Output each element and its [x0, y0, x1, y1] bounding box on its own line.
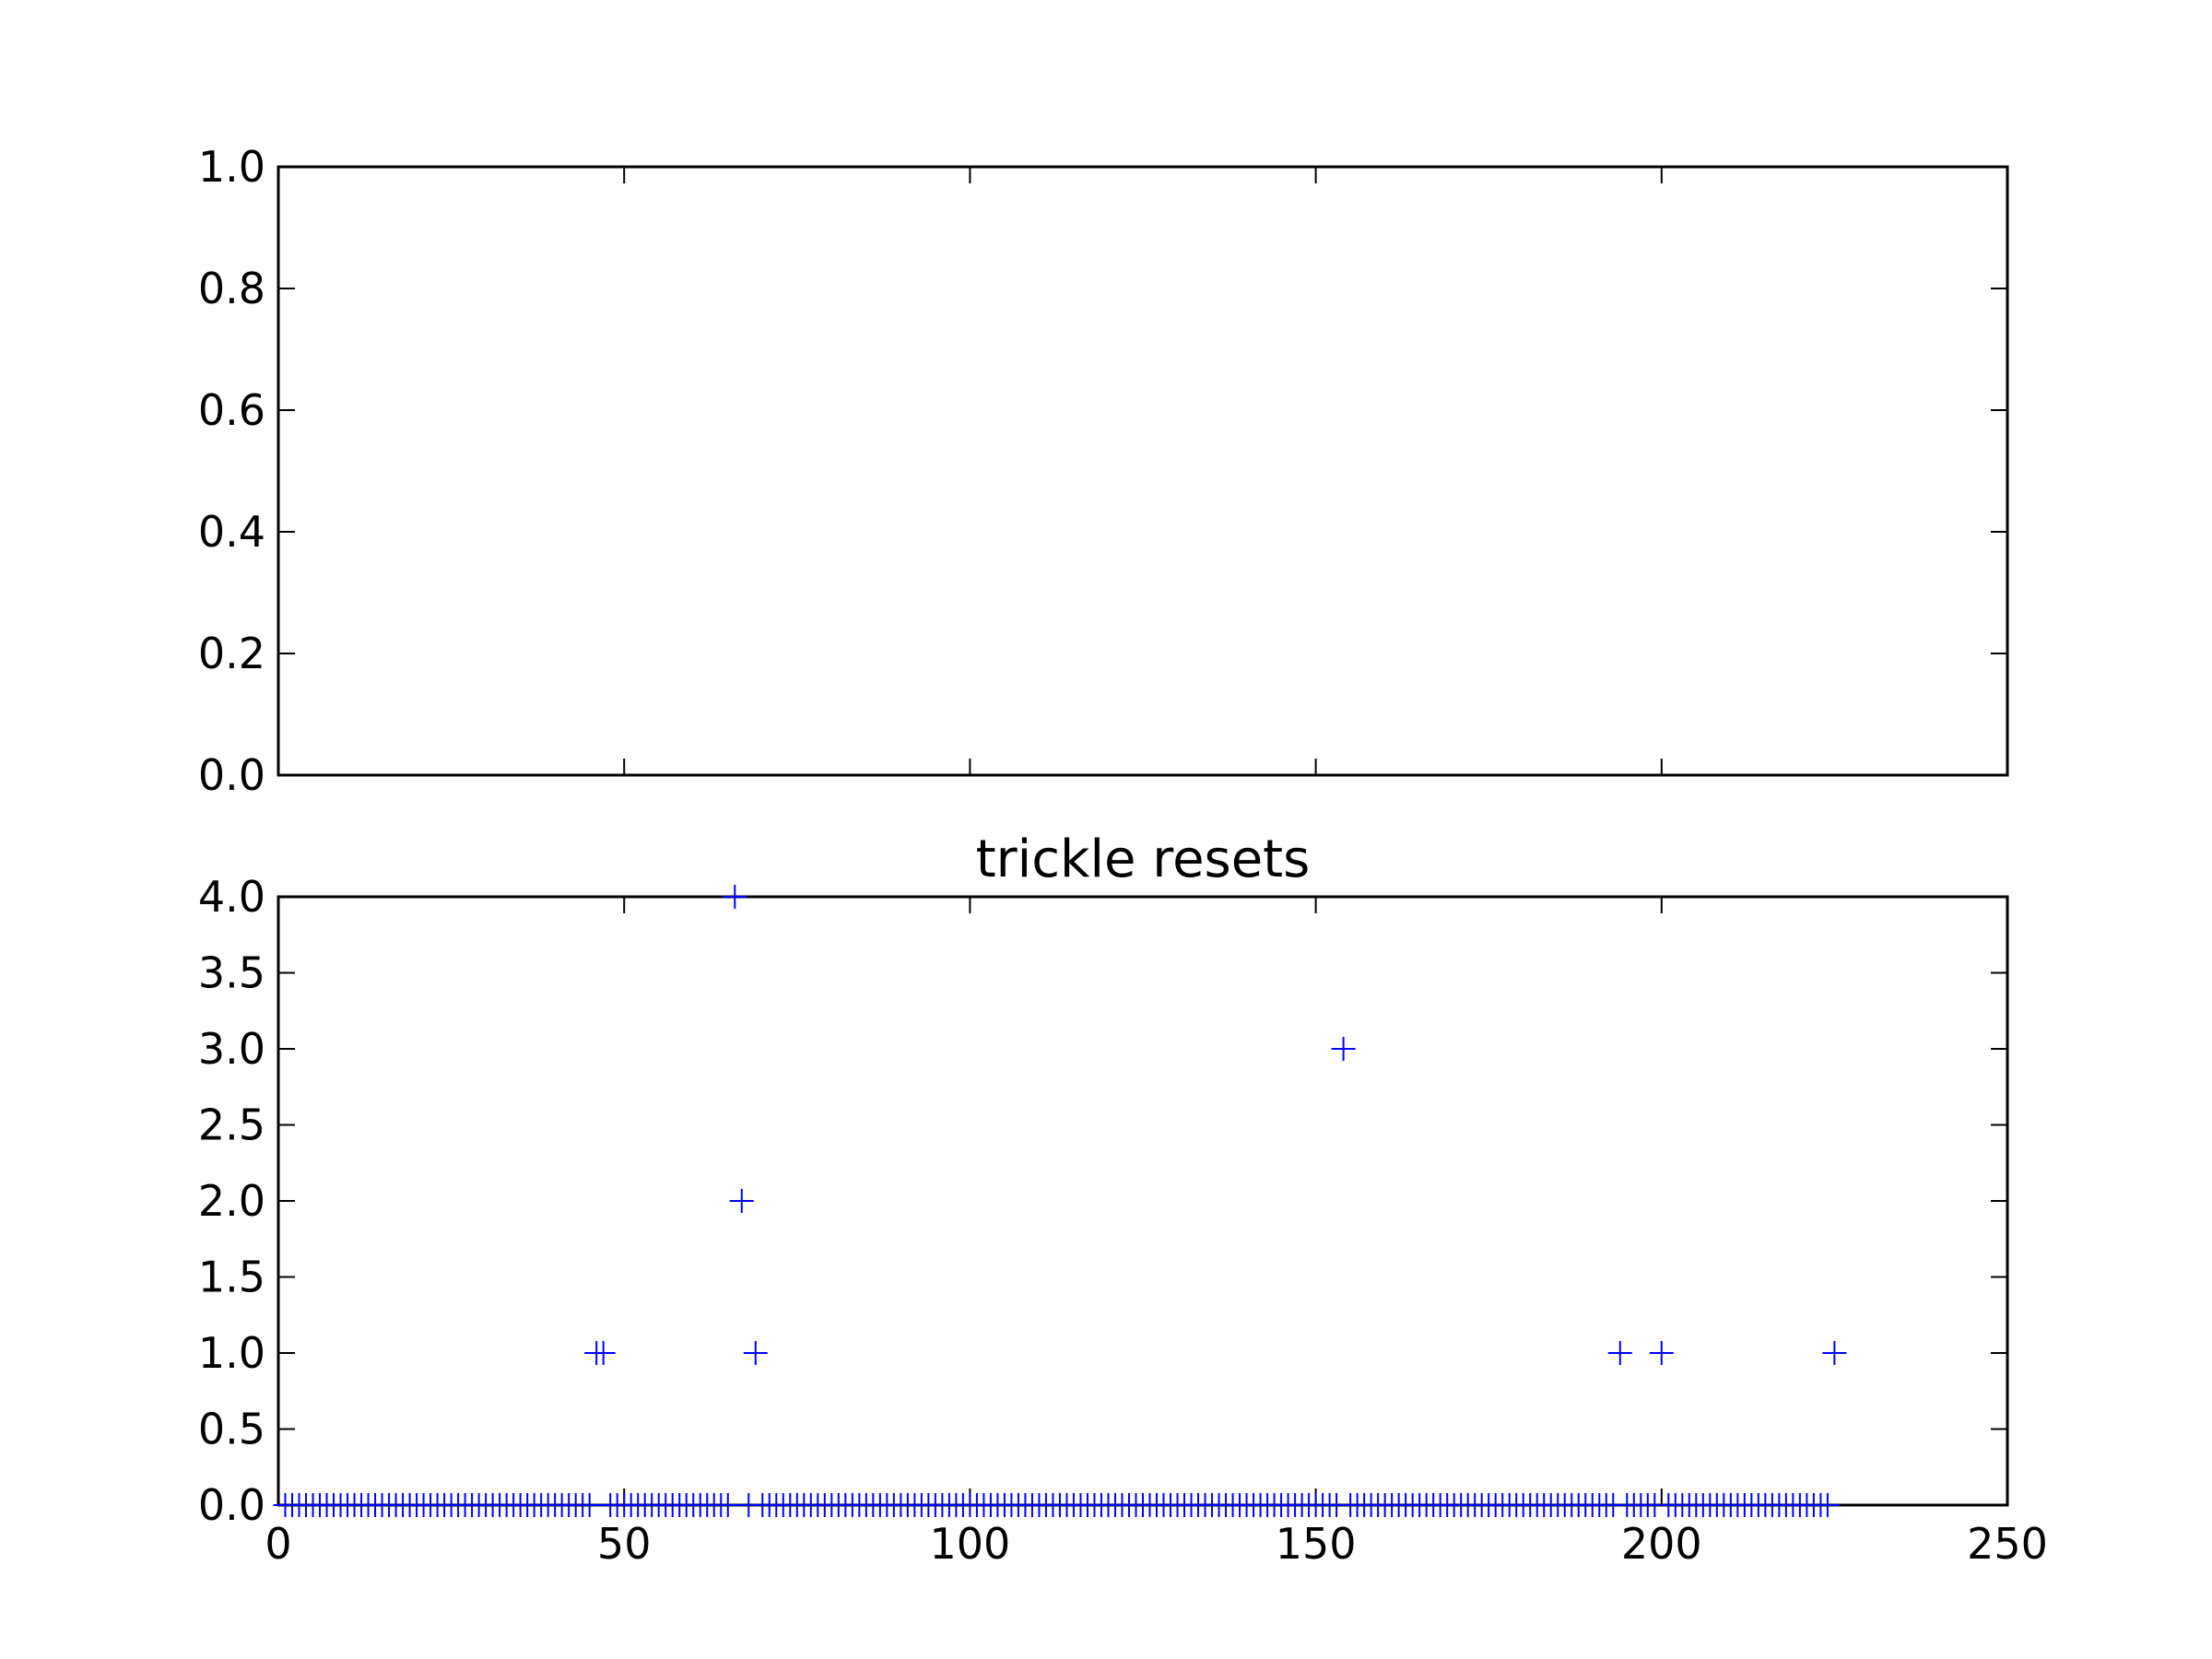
top-axes: 0.0 0.2 0.4 0.6 0.8 1.0	[198, 142, 2009, 800]
bottom-axes-xtick-label: 50	[597, 1519, 652, 1569]
bottom-axes-xtick-label: 100	[929, 1519, 1010, 1569]
bottom-axes-xtick-label: 200	[1621, 1519, 1702, 1569]
bottom-axes-ytick-label: 4.0	[198, 872, 265, 922]
bottom-axes-xtick-label: 0	[265, 1519, 291, 1569]
bottom-axes-frame	[276, 895, 2009, 1507]
bottom-axes-ytick-label: 2.5	[198, 1100, 265, 1150]
bottom-axes-ytick-label: 2.0	[198, 1176, 265, 1226]
bottom-axes-point	[1331, 1037, 1356, 1061]
bottom-axes-point-zero	[715, 1493, 740, 1517]
bottom-axes-point	[1822, 1341, 1847, 1365]
bottom-axes-point	[1607, 1341, 1632, 1365]
bottom-axes-xtick-label: 250	[1967, 1519, 2048, 1569]
bottom-axes-ytick-label: 0.0	[198, 1480, 265, 1530]
top-axes-ytick-label: 0.2	[198, 629, 265, 678]
top-axes-ytick-label: 0.4	[198, 507, 265, 557]
bottom-axes-point-zero	[1815, 1493, 1840, 1517]
bottom-axes: 0.0 0.5 1.0 1.5 2.0 2.5 3.0 3.5 4.0 0 50 100 150 200 2…	[198, 830, 2048, 1569]
top-axes-ytick-label: 0.0	[198, 750, 265, 800]
bottom-axes-point	[723, 885, 747, 909]
bottom-axes-ytick-label: 1.0	[198, 1328, 265, 1378]
bottom-axes-point	[591, 1341, 616, 1365]
top-axes-frame	[276, 165, 2009, 777]
bottom-axes-xtick-label: 150	[1276, 1519, 1357, 1569]
bottom-axes-point	[1649, 1341, 1674, 1365]
bottom-axes-ytick-label: 0.5	[198, 1405, 265, 1454]
bottom-axes-ytick-label: 1.5	[198, 1253, 265, 1302]
bottom-axes-ytick-label: 3.0	[198, 1024, 265, 1074]
bottom-axes-point-zero	[577, 1493, 602, 1517]
top-axes-ytick-label: 1.0	[198, 142, 265, 192]
top-axes-ytick-label: 0.6	[198, 385, 265, 435]
bottom-axes-ytick-label: 3.5	[198, 948, 265, 998]
bottom-axes-point	[743, 1341, 768, 1365]
top-axes-ytick-label: 0.8	[198, 264, 265, 313]
bottom-axes-point	[729, 1189, 754, 1213]
bottom-axes-title: trickle resets	[976, 830, 1311, 889]
